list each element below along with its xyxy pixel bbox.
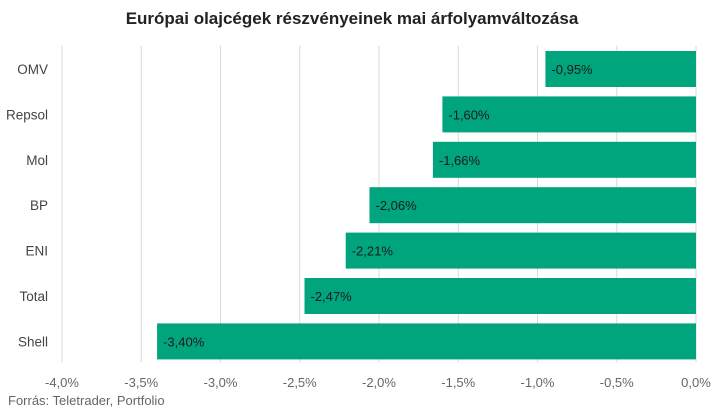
category-label: Mol bbox=[26, 153, 48, 168]
data-label: -0,95% bbox=[551, 62, 593, 77]
data-label: -3,40% bbox=[163, 334, 205, 349]
data-label: -2,21% bbox=[352, 244, 394, 259]
bar-omv bbox=[545, 51, 696, 87]
bar-layer bbox=[157, 51, 697, 360]
bar-eni bbox=[345, 232, 696, 269]
x-tick-label: 0,0% bbox=[681, 375, 711, 390]
bar-mol bbox=[432, 141, 696, 178]
data-labels: -0,95% -1,60% -1,66% -2,06% -2,21% -2,47% -3,4… bbox=[163, 62, 593, 349]
x-tick-label: -0,5% bbox=[600, 375, 634, 390]
chart-title: Európai olajcégek részvényeinek mai árfo… bbox=[126, 9, 579, 28]
x-tick-label: -3,5% bbox=[124, 375, 158, 390]
category-label: Repsol bbox=[6, 107, 48, 122]
category-label: ENI bbox=[25, 244, 48, 259]
category-label: Shell bbox=[18, 334, 48, 349]
bar-shell bbox=[157, 323, 697, 360]
category-label: BP bbox=[30, 198, 48, 213]
x-tick-label: -3,0% bbox=[204, 375, 238, 390]
data-label: -2,06% bbox=[375, 198, 417, 213]
x-tick-label: -2,5% bbox=[283, 375, 317, 390]
data-label: -1,60% bbox=[448, 107, 490, 122]
x-axis-tick-labels: -4,0% -3,5% -3,0% -2,5% -2,0% -1,5% -1,0% -0,5%… bbox=[45, 375, 711, 390]
category-labels: OMV Repsol Mol BP ENI Total Shell bbox=[6, 62, 48, 349]
bar-bp bbox=[369, 187, 696, 224]
x-tick-label: -1,5% bbox=[441, 375, 475, 390]
x-tick-label: -4,0% bbox=[45, 375, 79, 390]
category-label: Total bbox=[19, 289, 48, 304]
x-tick-label: -1,0% bbox=[521, 375, 555, 390]
data-label: -2,47% bbox=[311, 289, 353, 304]
x-tick-label: -2,0% bbox=[362, 375, 396, 390]
bar-repsol bbox=[442, 96, 696, 133]
source-note: Forrás: Teletrader, Portfolio bbox=[8, 393, 165, 408]
category-label: OMV bbox=[17, 62, 48, 77]
bar-total bbox=[304, 278, 696, 314]
data-label: -1,66% bbox=[439, 153, 481, 168]
